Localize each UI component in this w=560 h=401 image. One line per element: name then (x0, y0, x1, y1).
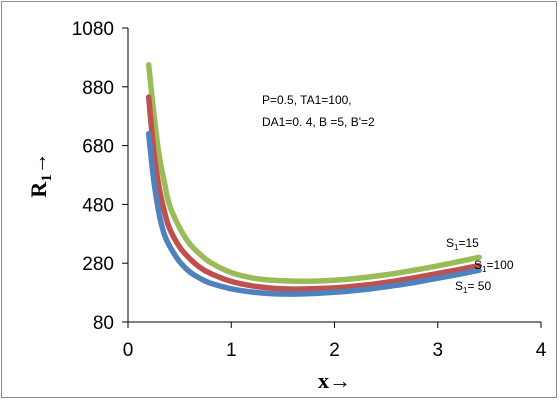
x-tick-label: 1 (226, 340, 237, 361)
x-tick-label: 0 (123, 340, 134, 361)
y-tick-label: 80 (93, 313, 114, 334)
y-tick-label: 1080 (72, 19, 114, 40)
y-tick-label: 680 (82, 137, 114, 158)
y-tick-label: 280 (82, 254, 114, 275)
parameters-annotation-line-1: P=0.5, TA1=100, (262, 93, 352, 107)
y-tick-label: 480 (82, 195, 114, 216)
series-label-2: S1=100 (474, 258, 514, 274)
x-tick-label: 3 (432, 340, 443, 361)
series-label-3: S1= 50 (455, 279, 491, 295)
series-label-1: S1=15 (446, 236, 479, 252)
y-tick-label: 880 (82, 78, 114, 99)
series-line-2 (145, 94, 482, 292)
parameters-annotation-line-2: DA1=0. 4, B =5, B'=2 (262, 115, 375, 129)
y-axis-title: R1→ (26, 152, 55, 197)
x-tick-label: 4 (536, 340, 547, 361)
series-line-1 (145, 62, 482, 284)
series-line-3 (145, 131, 482, 297)
x-tick-label: 2 (329, 340, 340, 361)
x-axis-title: x→ (318, 368, 351, 393)
